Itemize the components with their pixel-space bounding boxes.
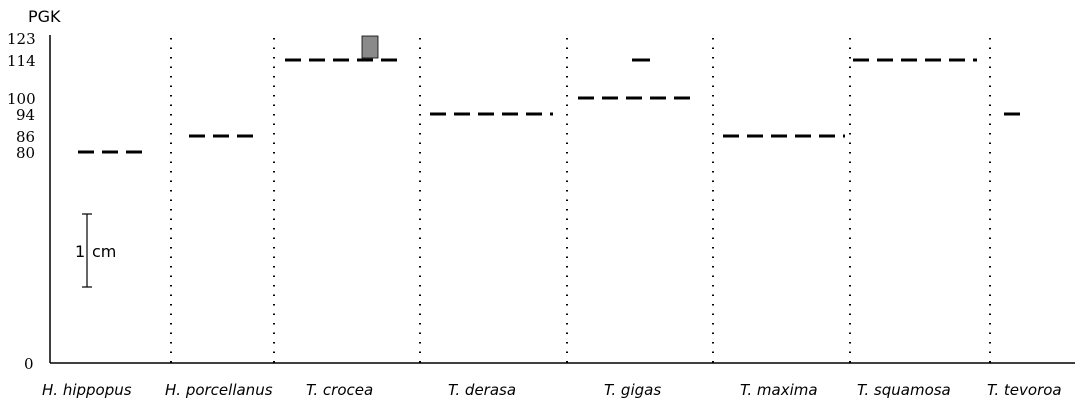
y-tick-labels: 123 114 100 94 86 80 0 [7,30,36,373]
species-label: T. maxima [740,381,818,399]
y-tick-label: 86 [16,128,35,146]
y-tick-label: 100 [7,90,36,108]
species-label: T. tevoroa [987,381,1062,399]
scale-bar: 1 cm [75,213,116,288]
lane-separators [170,38,991,363]
species-label: T. squamosa [857,381,951,399]
y-tick-label: 114 [7,52,36,70]
species-label: H. porcellanus [165,381,273,399]
y-tick-label: 0 [24,355,34,373]
species-label: T. gigas [604,381,661,399]
band-shaded [361,35,379,59]
gel-title: PGK [28,7,61,26]
y-tick-label: 94 [16,106,35,124]
y-axis [49,35,1075,364]
species-label: T. crocea [306,381,373,399]
scale-bar-unit: cm [92,242,116,261]
scale-bar-number: 1 [75,242,85,261]
y-tick-label: 80 [16,144,35,162]
species-labels: H. hippopus H. porcellanus T. crocea T. der… [42,381,1062,399]
species-label: H. hippopus [42,381,132,399]
species-label: T. derasa [448,381,516,399]
y-tick-label: 123 [7,30,36,48]
bands [78,35,1020,154]
